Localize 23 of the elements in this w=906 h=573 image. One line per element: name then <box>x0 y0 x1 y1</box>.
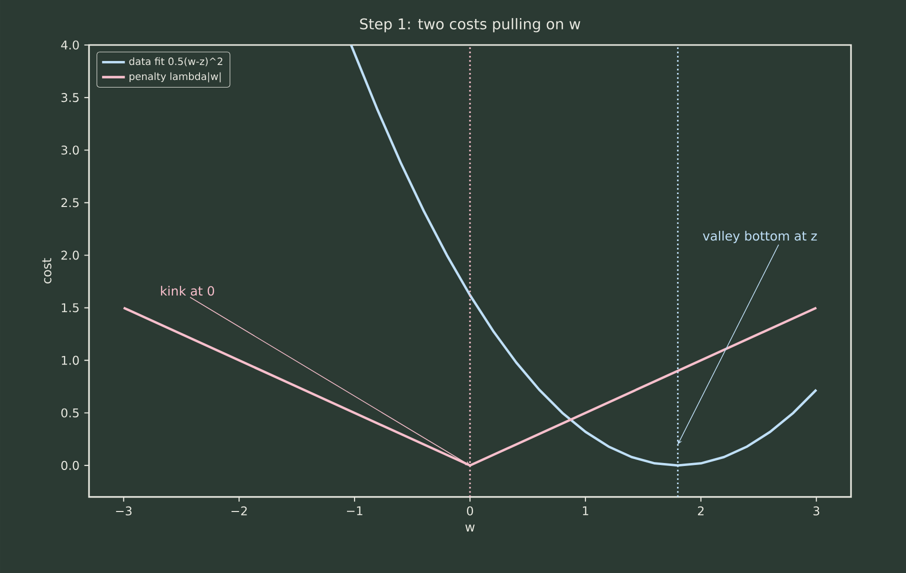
y-tick-label: 1.0 <box>62 356 79 365</box>
y-tick-label: 0.5 <box>61 408 79 418</box>
x-tick-label: −3 <box>116 506 132 516</box>
y-tick-label: 2.5 <box>61 198 79 208</box>
legend-label: penalty lambda|w| <box>130 72 221 82</box>
x-tick-label: 0 <box>466 506 474 516</box>
annotation: valley bottom at z <box>702 230 817 244</box>
x-tick-label: 1 <box>582 506 588 516</box>
chart-title: Step 1: two costs pulling on w <box>360 18 580 32</box>
annotation: kink at 0 <box>161 286 214 296</box>
y-tick-label: 1.5 <box>62 303 79 312</box>
x-tick-label: 3 <box>813 506 820 516</box>
y-tick-label: 4.0 <box>61 40 79 50</box>
x-tick-label: −2 <box>232 506 247 516</box>
x-axis-title: w <box>465 524 475 532</box>
y-axis-title: cost <box>42 258 52 284</box>
y-tick-label: 3.5 <box>61 93 79 102</box>
y-tick-label: 2.0 <box>61 250 79 260</box>
legend-label: data fit 0.5(w-z)^2 <box>129 57 222 66</box>
x-tick-label: 2 <box>698 506 704 516</box>
y-tick-label: 3.0 <box>61 146 79 155</box>
y-tick-label: 0.0 <box>61 460 79 470</box>
x-tick-label: −1 <box>346 506 362 516</box>
